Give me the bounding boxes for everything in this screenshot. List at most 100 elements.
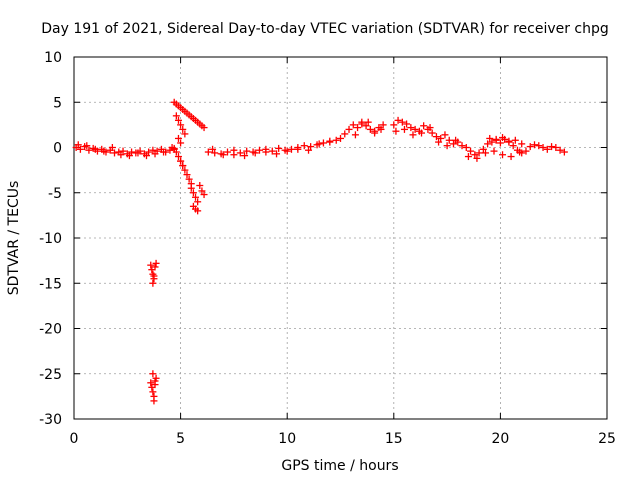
data-point — [196, 182, 204, 190]
data-point — [458, 142, 466, 150]
data-point — [209, 145, 217, 153]
x-tick-label: 20 — [491, 431, 509, 447]
data-point — [149, 146, 157, 154]
data-point — [426, 124, 434, 132]
data-point — [403, 120, 411, 128]
data-point — [345, 125, 353, 133]
data-point — [262, 148, 270, 156]
data-point — [273, 150, 281, 158]
data-point — [390, 121, 398, 129]
data-point — [152, 259, 160, 267]
data-point — [462, 144, 470, 151]
data-point — [358, 120, 366, 128]
data-point — [174, 116, 182, 124]
data-point — [119, 147, 127, 155]
data-point — [172, 112, 180, 120]
data-point — [108, 144, 116, 151]
data-point — [490, 147, 498, 155]
data-point — [332, 136, 340, 144]
data-point — [149, 279, 157, 287]
data-point — [326, 138, 334, 146]
y-tick-label: 10 — [44, 50, 62, 66]
data-point — [319, 139, 327, 147]
data-point — [183, 171, 191, 179]
data-point — [181, 166, 189, 174]
data-point — [76, 145, 84, 153]
data-point — [548, 143, 556, 151]
data-point — [518, 140, 526, 148]
data-point — [445, 136, 453, 144]
y-tick-labels: 10 5 0 -5 -10 -15 -20 -25 -30 — [39, 50, 62, 428]
data-point — [91, 145, 99, 153]
data-point — [251, 149, 259, 157]
data-point — [509, 142, 517, 150]
data-point — [486, 134, 494, 142]
data-point — [475, 149, 483, 157]
data-point — [349, 121, 357, 129]
data-point — [185, 175, 193, 183]
data-point — [351, 131, 359, 139]
data-point — [526, 143, 534, 151]
data-point — [83, 142, 91, 150]
data-point — [255, 146, 263, 154]
data-point — [192, 193, 200, 201]
data-point — [499, 151, 507, 159]
data-point — [177, 139, 185, 147]
x-tick-label: 10 — [278, 431, 296, 447]
data-point — [287, 145, 295, 153]
data-point — [556, 146, 564, 154]
x-axis-title: GPS time / hours — [281, 458, 398, 474]
data-point — [398, 118, 406, 126]
data-point — [552, 144, 560, 151]
data-point — [177, 157, 185, 165]
data-point — [177, 121, 185, 129]
data-point — [432, 133, 440, 141]
data-point — [481, 149, 489, 157]
data-point — [147, 379, 155, 387]
data-point — [496, 139, 504, 147]
data-point — [147, 261, 155, 269]
data-point — [420, 122, 428, 130]
data-point — [377, 125, 385, 133]
data-point — [151, 150, 159, 158]
data-point — [268, 147, 276, 155]
data-point — [128, 148, 136, 156]
data-point — [411, 125, 419, 133]
x-tick-label: 15 — [385, 431, 403, 447]
data-point — [219, 151, 227, 159]
data-point — [418, 129, 426, 137]
data-point — [364, 118, 372, 126]
data-point — [531, 141, 539, 149]
data-point — [392, 127, 400, 135]
data-point — [479, 145, 487, 153]
data-point — [473, 154, 481, 162]
data-point — [85, 146, 93, 154]
x-tick-label: 5 — [176, 431, 185, 447]
y-tick-label: -20 — [39, 322, 62, 338]
data-point — [160, 148, 168, 156]
data-point — [150, 272, 158, 280]
data-point — [437, 134, 445, 142]
data-point — [275, 144, 283, 152]
data-point — [441, 131, 449, 139]
data-point — [341, 130, 349, 138]
data-point — [134, 149, 142, 157]
y-tick-label: -30 — [39, 412, 62, 428]
x-tick-label: 25 — [598, 431, 616, 447]
data-point — [522, 147, 530, 155]
y-tick-label: -25 — [39, 367, 62, 383]
data-point — [366, 125, 374, 133]
data-point — [467, 147, 475, 155]
data-point — [151, 377, 159, 385]
chart-title: Day 191 of 2021, Sidereal Day-to-day VTE… — [41, 21, 609, 37]
y-tick-label: -10 — [39, 231, 62, 247]
data-point — [400, 125, 408, 133]
data-point — [371, 129, 379, 137]
data-point — [236, 149, 244, 157]
y-tick-label: 5 — [53, 95, 62, 111]
data-point — [149, 370, 157, 378]
data-point — [464, 153, 472, 161]
data-point — [337, 134, 344, 142]
data-point — [362, 122, 370, 130]
